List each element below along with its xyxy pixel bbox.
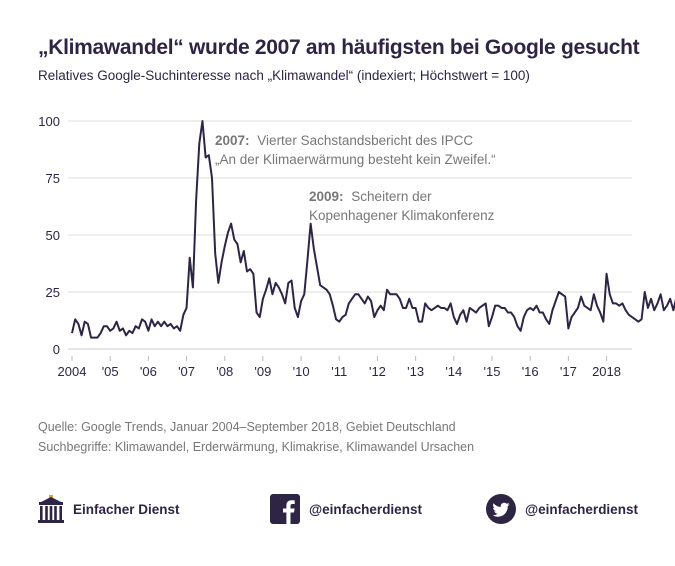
chart-subtitle: Relatives Google-Suchinteresse nach „Kli… — [38, 68, 530, 83]
annotation-2007-year: 2007: — [215, 133, 250, 148]
facebook-label: @einfacherdienst — [309, 501, 422, 517]
gridlines — [68, 120, 632, 350]
x-tick-label: '12 — [369, 364, 386, 379]
annotation-2009: 2009: Scheitern der Kopenhagener Klimako… — [309, 189, 495, 223]
x-tick-label: '14 — [445, 364, 462, 379]
facebook-icon — [270, 494, 300, 524]
annotations: 2007: Vierter Sachstandsbericht des IPCC… — [215, 133, 496, 223]
y-tick-label: 0 — [53, 342, 60, 357]
x-tick-label: '10 — [293, 364, 310, 379]
source-note: Quelle: Google Trends, Januar 2004–Septe… — [38, 417, 474, 457]
y-axis: 0 25 50 75 100 — [38, 114, 60, 357]
x-tick-label: 2004 — [58, 364, 87, 379]
search-terms-line: Suchbegriffe: Klimawandel, Erderwärmung,… — [38, 440, 475, 454]
x-tick-label: '15 — [484, 364, 501, 379]
y-tick-label: 100 — [38, 114, 60, 129]
x-tick-label: '05 — [102, 364, 119, 379]
y-tick-label: 75 — [46, 171, 60, 186]
brand-name: Einfacher Dienst — [73, 501, 180, 517]
annotation-2007-line2: „An der Klimaerwärmung besteht kein Zwei… — [215, 152, 496, 167]
x-tick-label: '13 — [407, 364, 424, 379]
x-tick-label: '16 — [522, 364, 539, 379]
annotation-2007: 2007: Vierter Sachstandsbericht des IPCC… — [215, 133, 496, 167]
annotation-2009-line1: Scheitern der — [351, 189, 432, 204]
x-axis: 2004 '05 '06 '07 '08 '09 '10 '11 '12 '13 '14 '15 '16… — [58, 356, 621, 379]
x-tick-label: '06 — [140, 364, 157, 379]
brand: Einfacher Dienst — [38, 492, 180, 526]
source-line: Quelle: Google Trends, Januar 2004–Septe… — [38, 420, 456, 434]
twitter-label: @einfacherdienst — [525, 501, 638, 517]
x-tick-label: '11 — [331, 364, 347, 379]
facebook-handle[interactable]: @einfacherdienst — [270, 492, 422, 526]
line-chart: 0 25 50 75 100 2004 '05 '06 '07 '08 '09 '10 '11 '12 '… — [38, 114, 675, 379]
twitter-handle[interactable]: @einfacherdienst — [486, 492, 638, 526]
x-tick-label: '07 — [178, 364, 195, 379]
chart-title: „Klimawandel“ wurde 2007 am häufigsten b… — [38, 36, 640, 59]
x-tick-label: '09 — [254, 364, 271, 379]
twitter-icon — [486, 494, 516, 524]
x-tick-label: 2018 — [592, 364, 621, 379]
x-tick-label: '17 — [560, 364, 577, 379]
y-tick-label: 50 — [46, 228, 60, 243]
series-line — [71, 120, 675, 339]
annotation-2007-line1: Vierter Sachstandsbericht des IPCC — [257, 133, 473, 148]
brandenburg-gate-logo — [38, 495, 64, 523]
annotation-2009-year: 2009: — [309, 189, 344, 204]
x-tick-label: '08 — [216, 364, 233, 379]
y-tick-label: 25 — [46, 285, 60, 300]
annotation-2009-line2: Kopenhagener Klimakonferenz — [309, 208, 495, 223]
